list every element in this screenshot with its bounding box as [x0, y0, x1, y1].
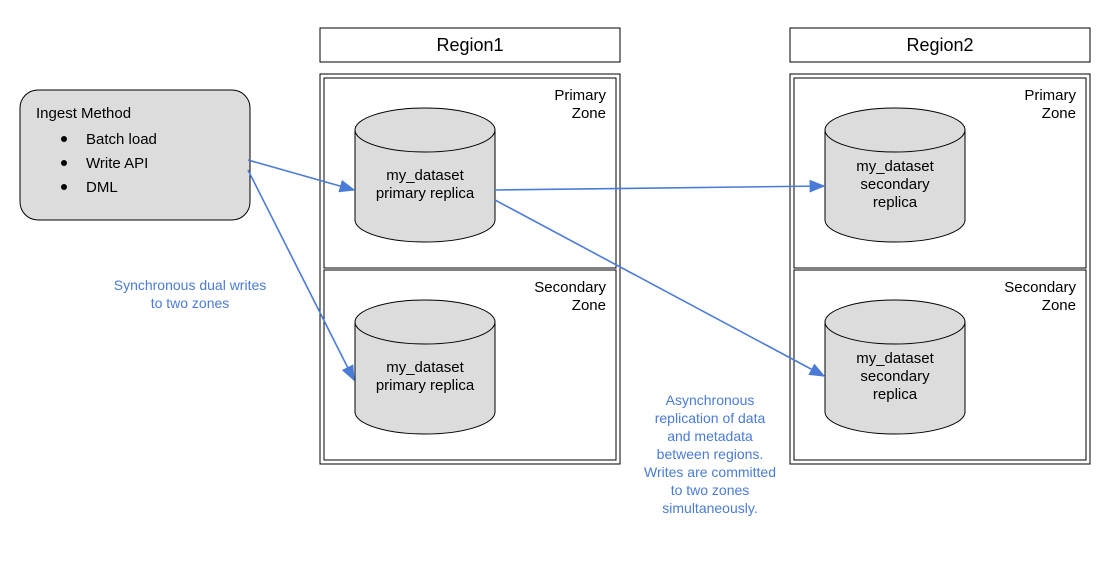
zone-label: Secondary — [534, 279, 606, 296]
annotation-async: replication of data — [655, 410, 766, 426]
zone-label: Primary — [1024, 87, 1076, 104]
ingest-title: Ingest Method — [36, 105, 131, 122]
bullet — [61, 136, 67, 142]
db-label: my_dataset — [856, 158, 934, 175]
ingest-item: Write API — [86, 155, 148, 172]
ingest-item: DML — [86, 179, 118, 196]
annotation-async: simultaneously. — [662, 500, 757, 516]
db-label: secondary — [860, 368, 930, 385]
database-r2-secondary: my_datasetsecondaryreplica — [825, 300, 965, 434]
db-label: my_dataset — [386, 167, 464, 184]
database-r2-primary: my_datasetsecondaryreplica — [825, 108, 965, 242]
annotation-async: and metadata — [667, 428, 753, 444]
zone-label: Primary — [554, 87, 606, 104]
zone-label: Zone — [572, 297, 606, 314]
annotation-sync: Synchronous dual writes — [114, 277, 267, 293]
zone-label: Zone — [1042, 105, 1076, 122]
zone-label: Secondary — [1004, 279, 1076, 296]
annotation-async: between regions. — [657, 446, 764, 462]
annotation-sync: to two zones — [151, 295, 230, 311]
annotation-async: Asynchronous — [666, 392, 755, 408]
database-r1-primary: my_datasetprimary replica — [355, 108, 495, 242]
db-label: primary replica — [376, 185, 475, 202]
database-r1-secondary: my_datasetprimary replica — [355, 300, 495, 434]
zone-label: Zone — [572, 105, 606, 122]
annotation-async: to two zones — [671, 482, 750, 498]
db-label: my_dataset — [856, 350, 934, 367]
zone-label: Zone — [1042, 297, 1076, 314]
db-label: replica — [873, 386, 918, 403]
region-title: Region2 — [906, 35, 973, 55]
ingest-item: Batch load — [86, 131, 157, 148]
bullet — [61, 184, 67, 190]
db-label: replica — [873, 194, 918, 211]
region-title: Region1 — [436, 35, 503, 55]
annotation-async: Writes are committed — [644, 464, 776, 480]
db-label: my_dataset — [386, 359, 464, 376]
db-label: secondary — [860, 176, 930, 193]
db-label: primary replica — [376, 377, 475, 394]
bullet — [61, 160, 67, 166]
